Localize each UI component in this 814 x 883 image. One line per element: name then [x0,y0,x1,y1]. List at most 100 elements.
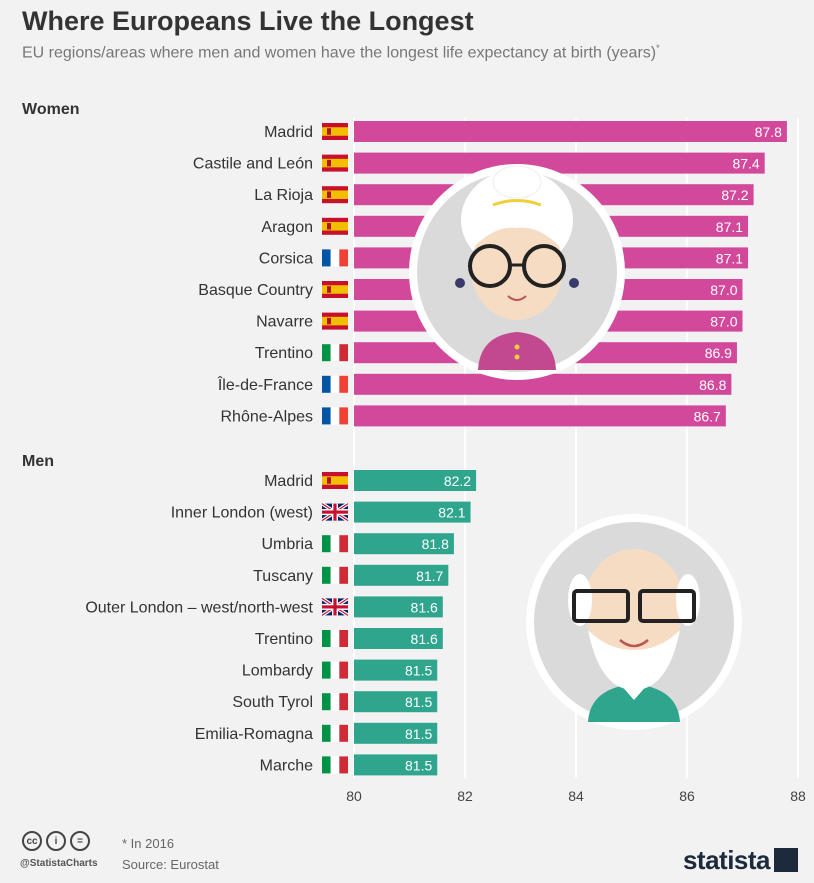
region-label: Trentino [255,631,313,648]
life-expectancy-chart: 87.8 Madrid 87.4 Castile and León 87.2 La Rio… [85,118,806,804]
bar-value-label: 81.5 [405,694,432,710]
bar-value-label: 87.8 [755,124,782,140]
bar [354,405,726,427]
men-section-label: Men [22,453,54,470]
chart-subtitle: EU regions/areas where men and women hav… [22,43,660,62]
x-tick-label: 80 [346,788,362,804]
region-label: Navarre [256,314,313,331]
flag-it-icon [322,535,348,553]
bar-value-label: 81.8 [422,536,449,552]
x-tick-label: 82 [457,788,473,804]
flag-es-icon [322,154,348,172]
grandmother-mouth [507,295,527,301]
bar-value-label: 81.6 [411,631,438,647]
subtitle-footnote-mark: * [656,43,660,53]
bar [354,722,438,744]
grandmother-fringe [471,205,563,250]
flag-fr-icon [322,375,348,393]
flag-uk-icon [321,502,349,523]
region-label: Rhône-Alpes [221,408,314,425]
bar-value-label: 86.7 [694,408,721,424]
bar-value-label: 86.9 [705,345,732,361]
grandfather-glasses-left [572,589,630,623]
flag-it-icon [322,630,348,647]
region-label: Castile and León [193,156,313,173]
bar [354,659,438,681]
grandfather-hair-right [676,574,700,626]
region-label: Aragon [261,219,313,236]
region-label: Outer London – west/north-west [85,599,313,616]
x-tick-label: 88 [790,788,806,804]
bar-value-label: 87.4 [732,156,759,172]
grandmother-earring-left [455,278,465,288]
bar [354,596,443,618]
statista-logo: statista [682,845,771,875]
region-label: Inner London (west) [171,505,313,522]
grandmother-illustration [409,164,625,380]
bar [354,121,787,142]
grandfather-head [584,549,684,661]
bar-value-label: 87.1 [716,250,743,266]
bar-value-label: 81.6 [411,599,438,615]
source-note: Source: Eurostat [122,857,219,872]
region-label: Corsica [259,250,313,267]
flag-fr-icon [322,407,348,425]
social-handle: @StatistaCharts [20,858,98,869]
grandmother-earring-right [569,278,579,288]
bar-value-label: 87.0 [710,282,737,298]
grandmother-bun [492,165,542,199]
grandmother-button [514,354,520,360]
bar-value-label: 82.2 [444,473,471,489]
bar [354,754,438,776]
flag-es-icon [322,217,348,235]
chart-title: Where Europeans Live the Longest [22,6,474,36]
grandmother-hairband [492,199,542,207]
bar [354,373,732,395]
region-label: Lombardy [242,663,313,680]
bar [354,470,477,491]
bar-value-label: 82.1 [438,505,465,521]
bar-value-label: 86.8 [699,377,726,393]
grandfather-sweater [588,684,680,722]
bar-value-label: 81.5 [405,726,432,742]
flag-it-icon [322,724,348,742]
women-section-label: Women [22,101,80,118]
x-tick-label: 86 [679,788,695,804]
bar [354,501,471,523]
bar [354,152,765,174]
license-icons: cc i = [22,831,90,851]
bar-value-label: 87.2 [721,187,748,203]
grandfather-beard [588,630,680,690]
grandfather-glasses-right [638,589,696,623]
grandfather-hair-left [568,574,592,626]
statista-logo-mark [774,848,798,872]
flag-it-icon [322,693,348,711]
cc-icon: cc [22,831,42,851]
bar [354,564,449,586]
grandfather-mouth [619,639,649,648]
bar-labels: 87.8 Madrid 87.4 Castile and León 87.2 La Rio… [85,123,782,774]
flag-it-icon [322,756,348,774]
region-label: Marche [260,757,313,774]
bar [354,628,443,649]
bar [354,691,438,713]
bar-value-label: 81.5 [405,663,432,679]
flag-uk-icon [321,596,349,617]
x-tick-label: 84 [568,788,584,804]
flag-es-icon [322,186,348,204]
region-label: South Tyrol [232,694,313,711]
bar [354,533,454,555]
flag-es-icon [322,281,348,298]
region-label: Emilia-Romagna [195,726,313,743]
attribution-icon: i [46,831,66,851]
no-derivatives-icon: = [70,831,90,851]
flag-es-icon [322,312,348,330]
flag-es-icon [322,472,348,489]
flag-fr-icon [322,249,348,267]
grandmother-button [514,344,520,350]
grandfather-illustration [526,514,742,730]
region-label: Umbria [261,536,313,553]
bar-value-label: 87.0 [710,314,737,330]
x-axis: 80 82 84 86 88 [346,788,806,804]
region-label: Basque Country [198,282,313,299]
